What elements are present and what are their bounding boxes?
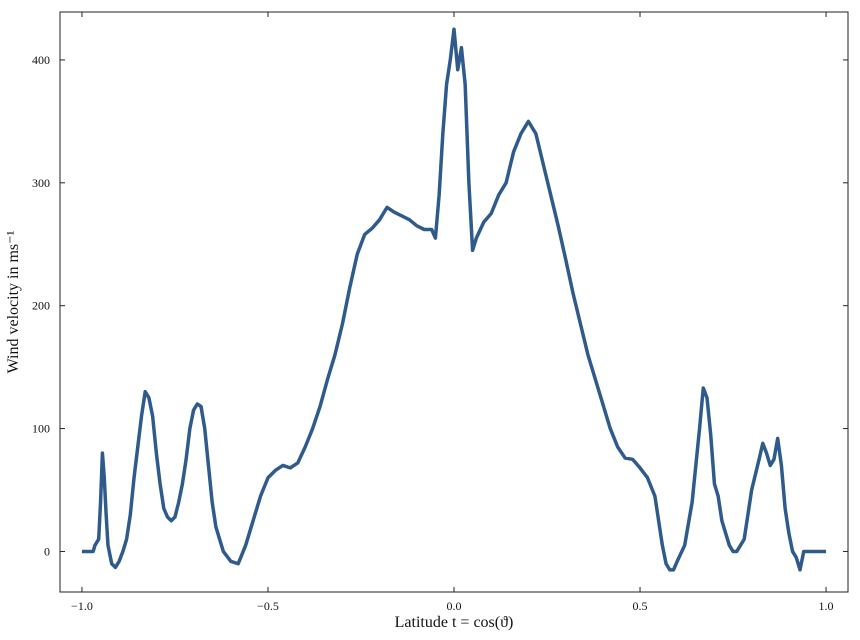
y-tick-label: 0 — [44, 544, 50, 558]
y-tick-label: 300 — [32, 176, 50, 190]
y-tick-label: 200 — [32, 299, 50, 313]
x-axis-label: Latitude t = cos(ϑ) — [395, 614, 514, 631]
y-tick-label: 400 — [32, 53, 50, 67]
x-tick-label: −0.5 — [257, 599, 279, 613]
data-line — [81, 27, 827, 572]
x-tick-label: 0.5 — [633, 599, 648, 613]
plot-frame — [59, 11, 849, 593]
x-tick-label: 1.0 — [819, 599, 834, 613]
x-tick-label: 0.0 — [447, 599, 462, 613]
y-tick-label: 100 — [32, 422, 50, 436]
x-tick-label: −1.0 — [71, 599, 93, 613]
y-axis-label: Wind velocity in ms⁻¹ — [5, 230, 22, 373]
